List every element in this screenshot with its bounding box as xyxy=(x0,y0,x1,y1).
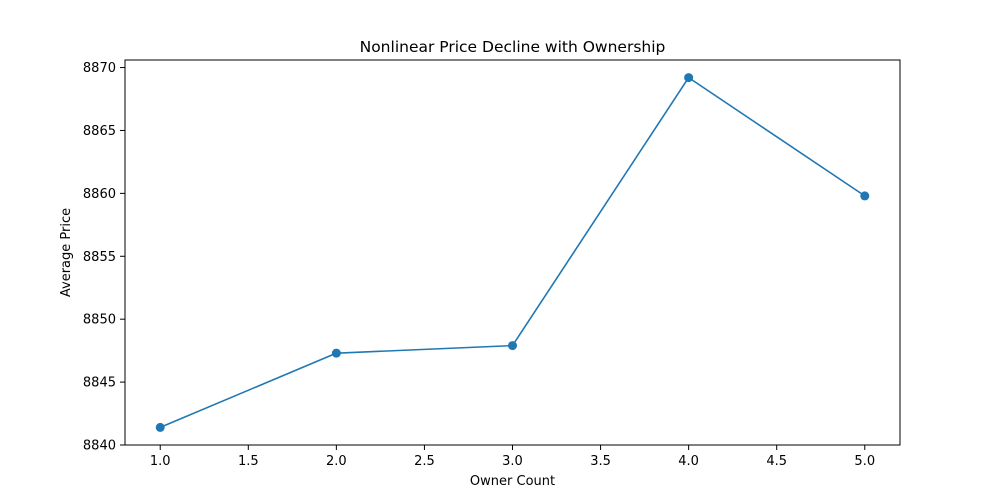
y-tick-label: 8850 xyxy=(83,313,116,328)
y-tick-label: 8860 xyxy=(83,187,116,202)
y-axis: 8840 8845 8850 8855 8860 8865 8870 xyxy=(83,61,125,454)
y-axis-label: Average Price xyxy=(59,208,74,297)
series-layer xyxy=(155,73,870,432)
data-point xyxy=(684,73,694,83)
data-point xyxy=(860,191,870,201)
data-point xyxy=(331,348,341,358)
x-tick-label: 3.0 xyxy=(502,454,523,469)
y-tick-label: 8855 xyxy=(83,250,116,265)
chart-title: Nonlinear Price Decline with Ownership xyxy=(360,38,666,56)
x-tick-label: 2.5 xyxy=(414,454,435,469)
x-tick-label: 3.5 xyxy=(590,454,611,469)
y-tick-label: 8840 xyxy=(83,439,116,454)
x-tick-label: 1.0 xyxy=(150,454,171,469)
x-axis-label: Owner Count xyxy=(470,474,555,489)
x-tick-label: 5.0 xyxy=(854,454,875,469)
y-tick-label: 8845 xyxy=(83,376,116,391)
plot-area-frame xyxy=(124,59,901,446)
x-axis: 1.0 1.5 2.0 2.5 3.0 3.5 4.0 4.5 5.0 xyxy=(150,445,875,469)
data-point xyxy=(155,422,165,432)
x-tick-label: 4.5 xyxy=(766,454,787,469)
data-point xyxy=(508,341,517,351)
x-tick-label: 4.0 xyxy=(678,454,699,469)
y-tick-label: 8865 xyxy=(83,124,116,139)
series-line xyxy=(159,76,866,429)
y-tick-label: 8870 xyxy=(83,61,116,76)
x-tick-label: 2.0 xyxy=(326,454,347,469)
x-tick-label: 1.5 xyxy=(238,454,259,469)
